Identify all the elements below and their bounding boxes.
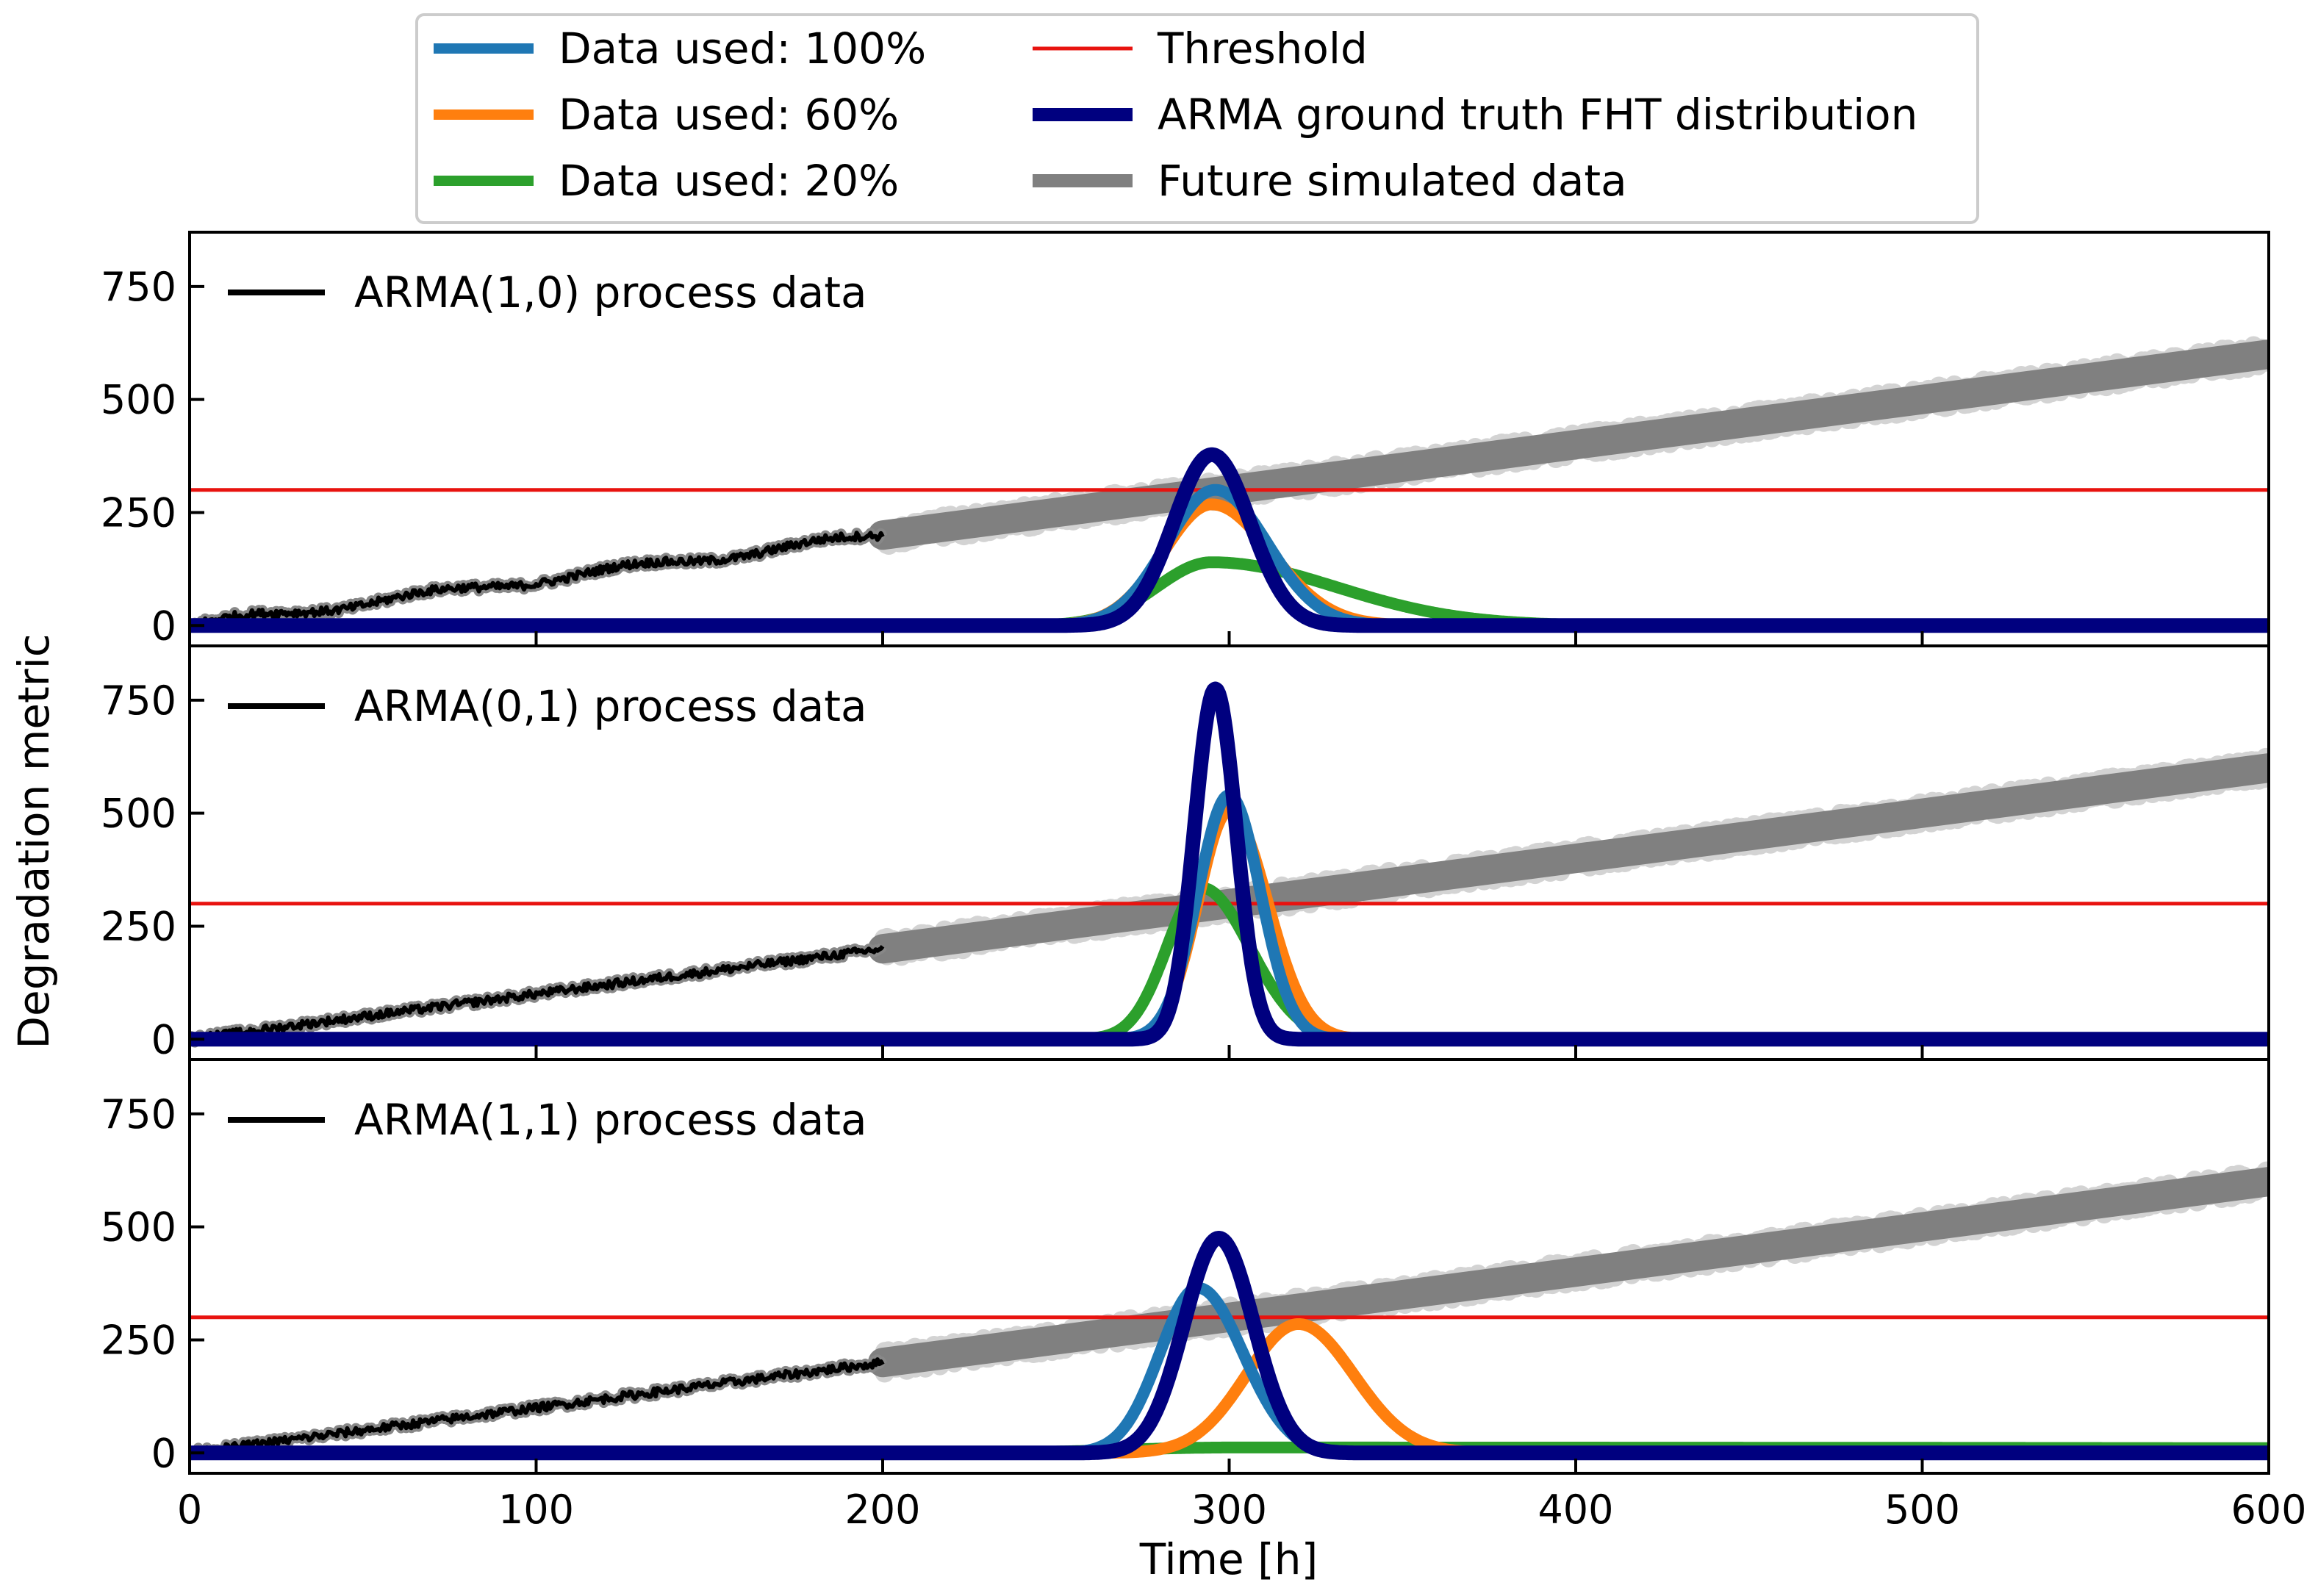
x-axis-label: Time [h]	[1139, 1534, 1318, 1584]
curve-truth	[190, 1231, 2269, 1461]
y-tick-label: 250	[101, 1317, 176, 1363]
curve-data20	[190, 882, 2269, 1046]
legend-frame	[415, 13, 1979, 224]
panel-2-plot-area	[190, 681, 2269, 1048]
legend-label-future-simulated-data: Future simulated data	[1158, 156, 1627, 206]
process-data-line	[190, 531, 885, 628]
y-tick-label: 750	[101, 1091, 176, 1137]
legend-label-data-used-20: Data used: 20%	[559, 156, 899, 206]
legend: Data used: 100% Data used: 60% Data used: …	[415, 13, 1979, 224]
process-data-line	[190, 944, 885, 1045]
legend-label-threshold: Threshold	[1157, 24, 1368, 73]
panel-3-plot-area	[190, 1161, 2269, 1461]
process-legend-label: ARMA(0,1) process data	[354, 681, 867, 731]
future-simulated-data	[868, 1161, 2269, 1383]
y-tick-label: 500	[101, 377, 176, 423]
future-simulated-data	[868, 336, 2269, 555]
curve-truth	[190, 447, 2269, 633]
legend-entries: Data used: 100% Data used: 60% Data used: …	[434, 24, 1917, 206]
x-tick-label: 600	[2231, 1487, 2306, 1533]
y-tick-label: 250	[101, 903, 176, 949]
y-tick-label: 0	[151, 1430, 176, 1476]
legend-label-arma-ground-truth-fht-distribution: ARMA ground truth FHT distribution	[1158, 90, 1917, 140]
y-tick-label: 0	[151, 1016, 176, 1063]
curve-data20	[190, 556, 2269, 632]
future-simulated-data	[868, 747, 2269, 966]
panels: 0 250 500 750 ARMA(1,0) process data 0 250 500 7…	[101, 231, 2307, 1533]
y-tick-label: 750	[101, 677, 176, 724]
curve-data60	[190, 1318, 2269, 1459]
y-tick-label: 0	[151, 603, 176, 649]
panel-2: 0 250 500 750 ARMA(0,1) process data	[101, 644, 2270, 1063]
x-tick-label: 0	[177, 1487, 202, 1533]
x-tick-label: 500	[1884, 1487, 1960, 1533]
legend-label-data-used-60: Data used: 60%	[559, 90, 899, 140]
process-legend-label: ARMA(1,1) process data	[354, 1095, 867, 1145]
y-tick-label: 500	[101, 1204, 176, 1251]
y-tick-label: 250	[101, 489, 176, 536]
curve-data100	[190, 1282, 2269, 1459]
y-axis-label: Degradation metric	[9, 633, 59, 1049]
x-tick-label: 100	[498, 1487, 574, 1533]
panel-3: 0 250 500 750 0 100 200 300 400 500 600 ARMA(1,1) p…	[101, 1058, 2307, 1533]
legend-label-data-used-100: Data used: 100%	[559, 24, 926, 73]
x-tick-label: 400	[1537, 1487, 1613, 1533]
y-tick-label: 500	[101, 791, 176, 837]
x-tick-label: 200	[844, 1487, 920, 1533]
curve-truth	[190, 681, 2269, 1047]
future-simulated-band	[868, 339, 2269, 550]
panel-1-plot-area	[190, 336, 2269, 633]
future-simulated-band	[868, 753, 2269, 964]
panel-1: 0 250 500 750 ARMA(1,0) process data	[101, 231, 2270, 649]
process-legend-label: ARMA(1,0) process data	[354, 267, 867, 317]
x-tick-label: 300	[1191, 1487, 1267, 1533]
process-data-line	[190, 1357, 885, 1457]
y-tick-label: 750	[101, 264, 176, 310]
future-simulated-band	[868, 1167, 2269, 1378]
